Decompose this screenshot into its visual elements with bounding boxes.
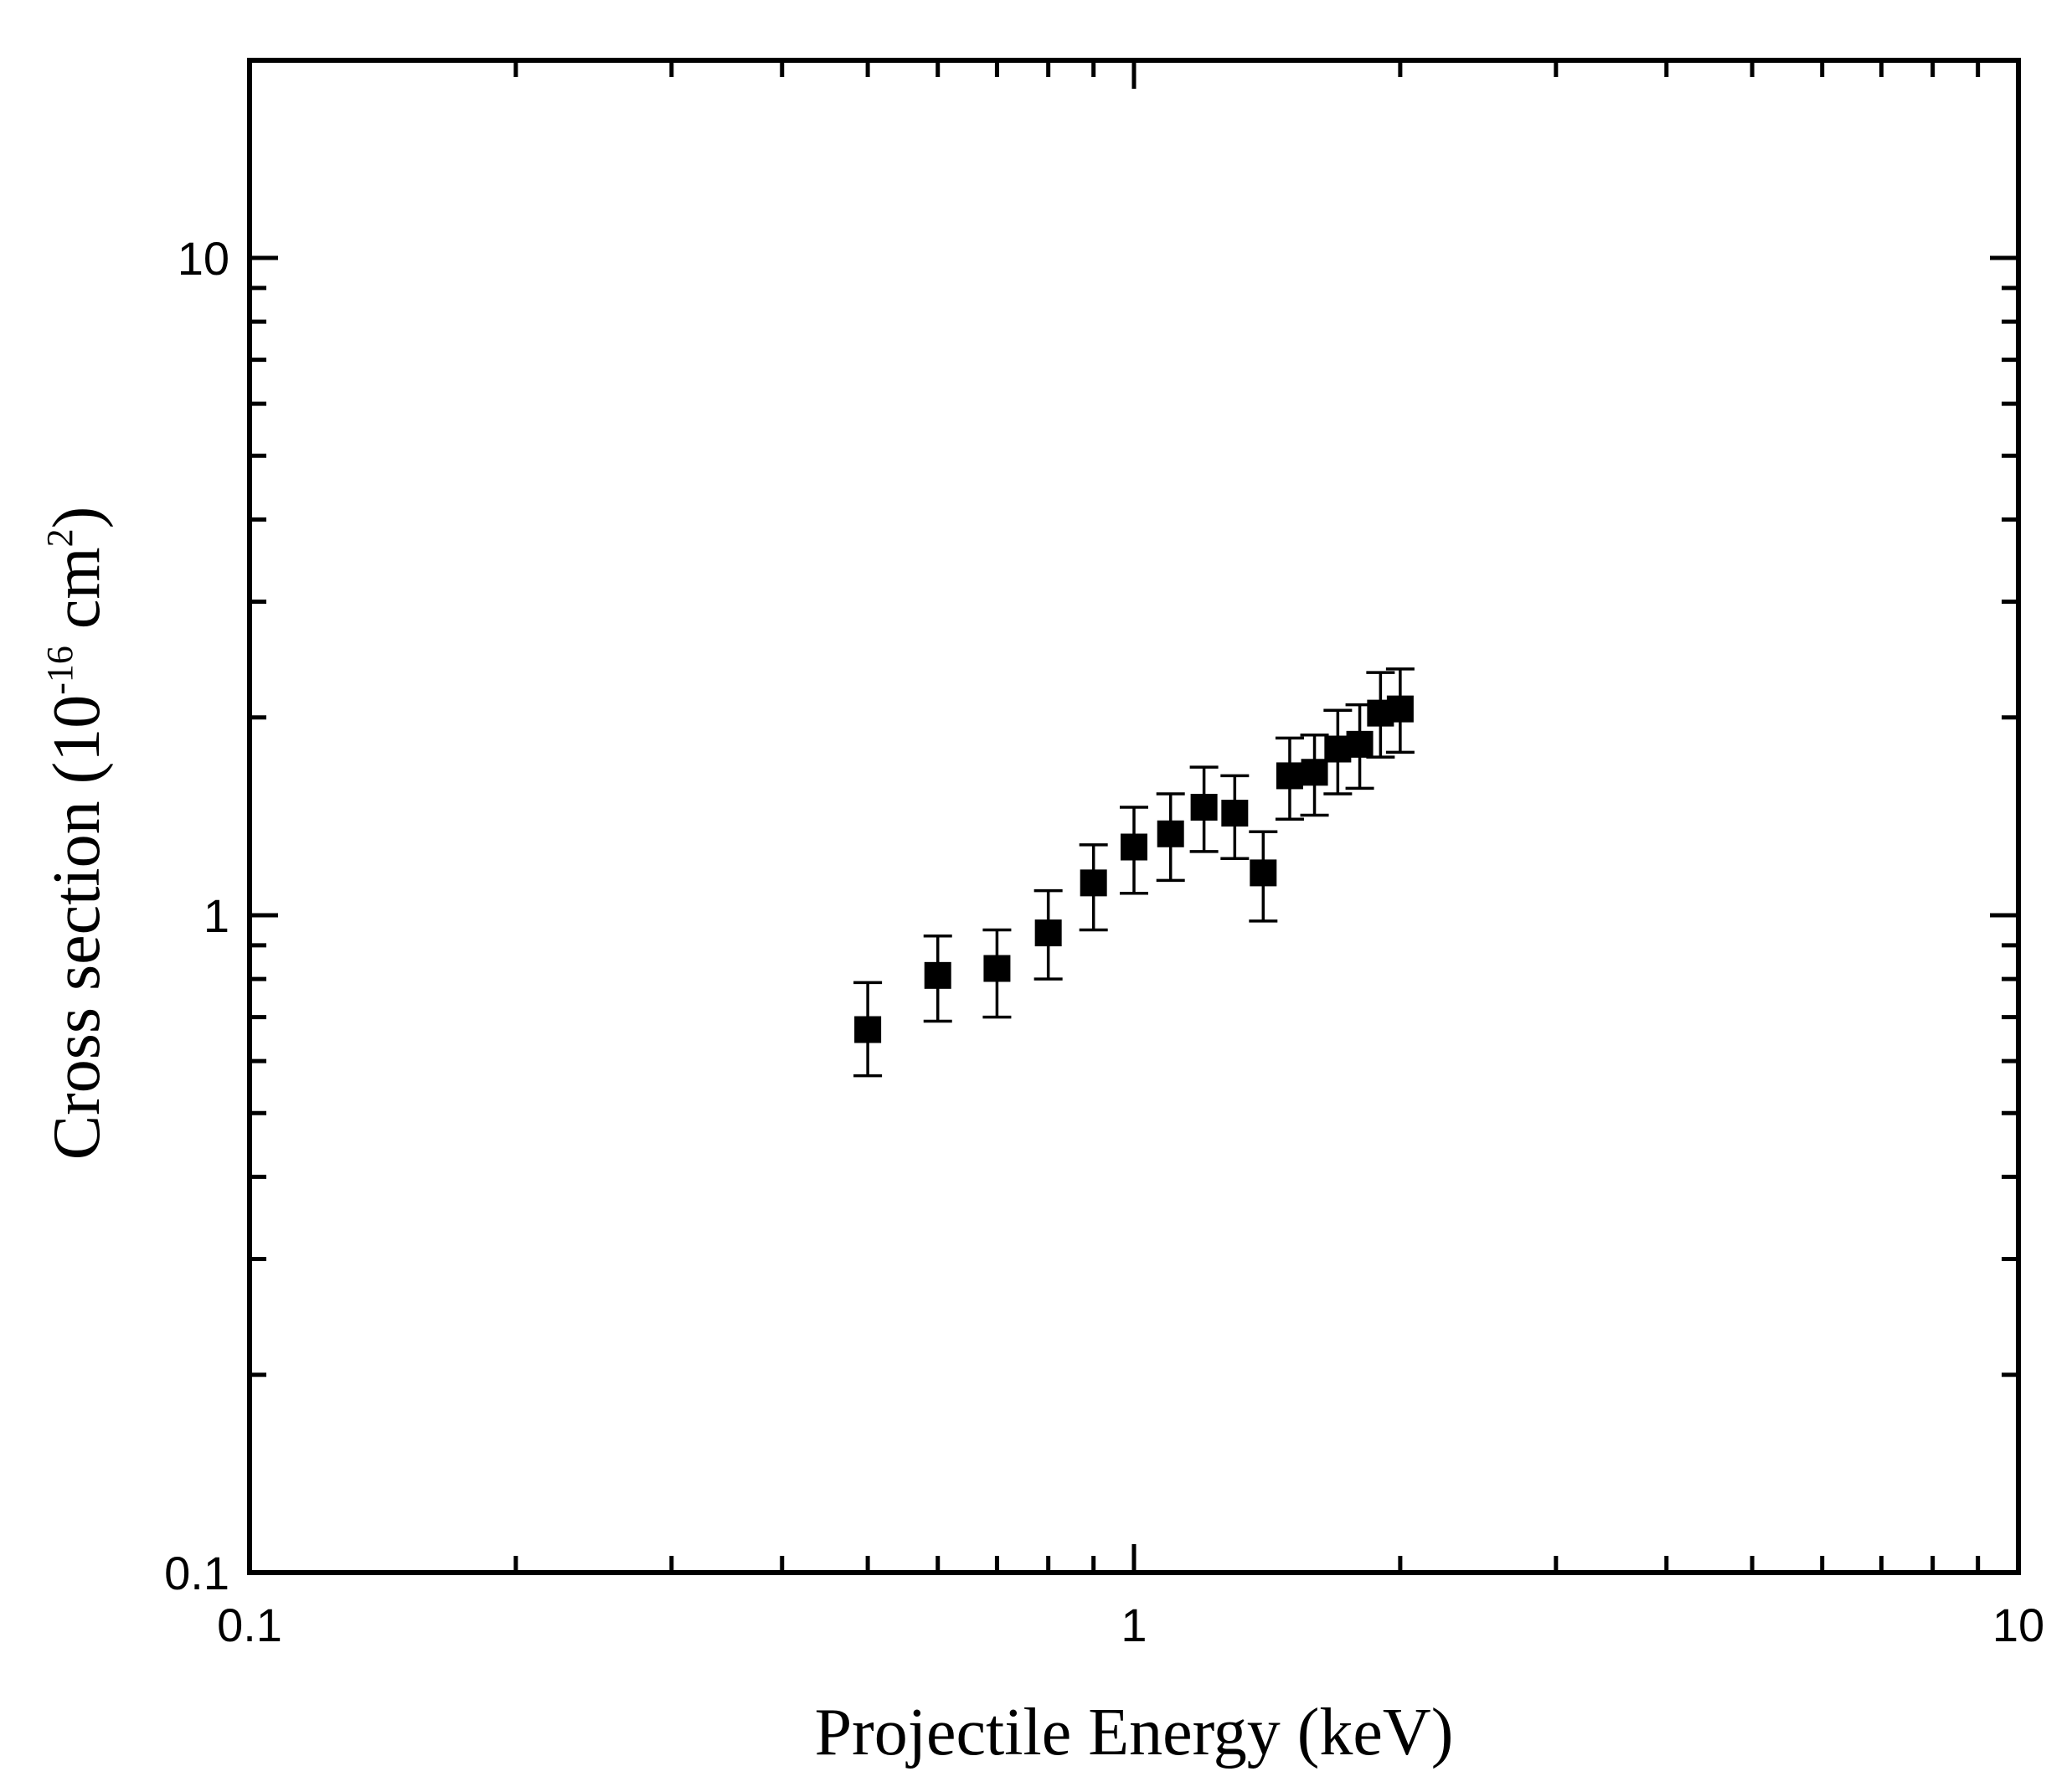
data-point (1080, 869, 1107, 897)
y-tick-labels: 0.1 1 10 (164, 232, 229, 1599)
data-point (1221, 800, 1249, 827)
x-axis-title: Projectile Energy (keV) (815, 1696, 1454, 1769)
y-axis-title-suffix: ) (40, 507, 114, 529)
data-point (1301, 759, 1328, 786)
data-point (924, 961, 951, 989)
x-tick-label: 10 (1992, 1599, 2044, 1651)
data-point (1250, 859, 1277, 887)
y-axis-title-unit-exponent: 2 (39, 528, 80, 547)
x-tick-labels: 0.1 1 10 (217, 1599, 2044, 1651)
y-tick-label: 10 (178, 232, 229, 285)
y-tick-label: 0.1 (164, 1547, 229, 1599)
minor-ticks (250, 58, 2018, 1573)
data-point (1386, 695, 1414, 723)
y-axis-title: Cross section (10-16 cm2) (39, 507, 114, 1161)
data-point (1190, 793, 1218, 821)
data-point (983, 955, 1011, 982)
data-markers (854, 695, 1414, 1043)
data-point (1121, 833, 1147, 861)
data-point (1157, 820, 1184, 847)
y-axis-title-unit: cm (40, 547, 114, 646)
data-point (854, 1016, 882, 1043)
y-axis-title-prefix: Cross section (10 (40, 695, 114, 1161)
plot-frame (247, 58, 2021, 1575)
data-point (1346, 730, 1374, 758)
y-axis-title-exponent: -16 (39, 646, 80, 695)
error-bars (853, 667, 1415, 1078)
x-tick-label: 1 (1121, 1599, 1147, 1651)
data-point (1276, 762, 1303, 790)
x-tick-label: 0.1 (217, 1599, 282, 1651)
data-point (1034, 919, 1062, 947)
y-tick-label: 1 (204, 889, 229, 942)
